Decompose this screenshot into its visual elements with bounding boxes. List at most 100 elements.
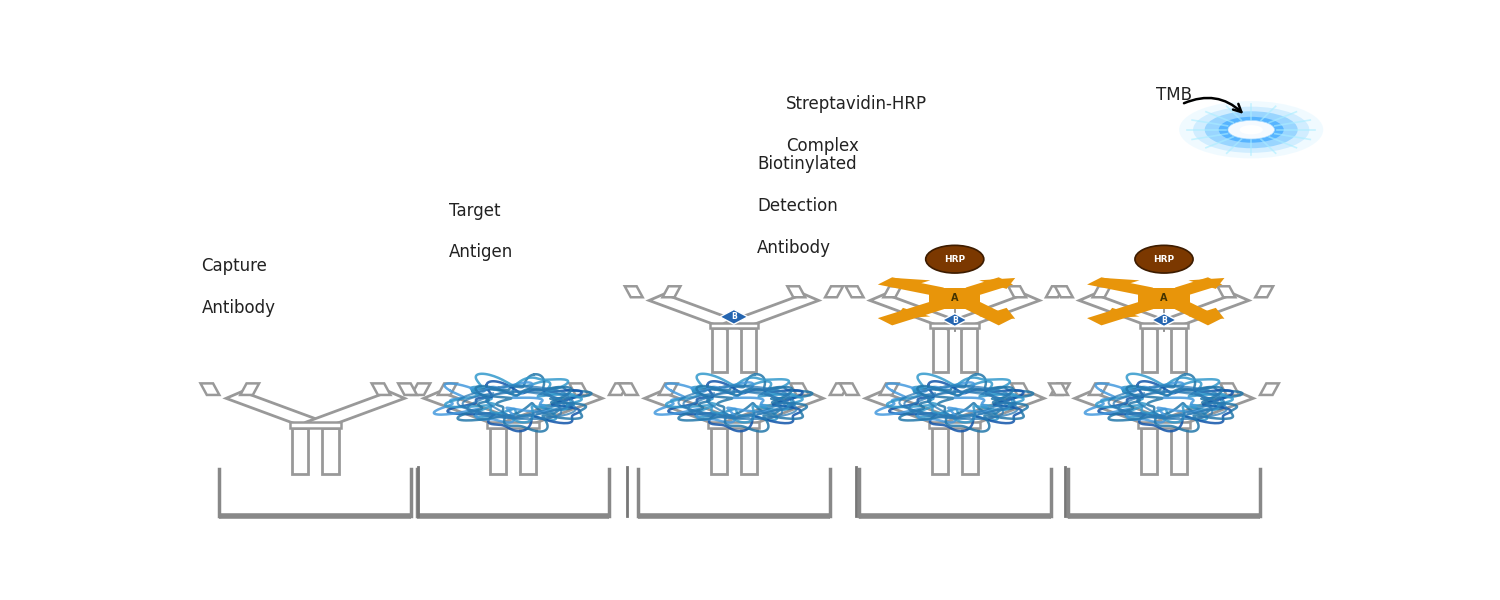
Polygon shape [308,392,405,428]
Polygon shape [438,383,456,395]
Polygon shape [506,392,603,428]
Polygon shape [1088,302,1154,325]
Polygon shape [1138,288,1190,308]
Polygon shape [788,286,806,297]
Polygon shape [609,383,628,395]
Polygon shape [946,294,1040,329]
Polygon shape [1140,428,1156,474]
Polygon shape [423,392,520,428]
Polygon shape [870,294,963,329]
Ellipse shape [926,245,984,273]
Polygon shape [1054,286,1072,297]
Polygon shape [708,422,759,428]
Polygon shape [240,383,260,395]
Polygon shape [790,383,808,395]
Polygon shape [894,308,930,319]
Polygon shape [928,422,981,428]
Polygon shape [980,278,1016,289]
Polygon shape [1104,308,1140,319]
Polygon shape [1092,286,1110,297]
Ellipse shape [1136,245,1192,273]
Polygon shape [1174,302,1222,325]
Polygon shape [1104,278,1140,289]
Polygon shape [879,383,898,395]
Polygon shape [962,328,976,372]
Polygon shape [645,392,742,428]
Polygon shape [1172,428,1188,474]
Polygon shape [942,314,968,326]
Polygon shape [1221,383,1239,395]
Polygon shape [946,392,1044,428]
Circle shape [1192,107,1310,153]
Polygon shape [932,428,948,474]
Text: Complex: Complex [786,137,859,155]
Text: TMB: TMB [1156,86,1192,104]
Polygon shape [1046,286,1064,297]
Polygon shape [1008,286,1026,297]
Text: A: A [951,293,958,304]
Polygon shape [1140,323,1188,328]
Text: Target: Target [448,202,501,220]
Polygon shape [570,383,588,395]
Polygon shape [830,383,849,395]
Polygon shape [928,288,981,308]
Text: HRP: HRP [944,255,966,264]
Polygon shape [840,383,858,395]
Polygon shape [398,383,417,395]
Polygon shape [1218,286,1236,297]
Polygon shape [726,294,819,329]
Polygon shape [726,392,824,428]
Polygon shape [372,383,390,395]
Polygon shape [1074,392,1172,428]
Text: Antibody: Antibody [201,299,276,317]
Polygon shape [966,302,1012,325]
Polygon shape [1152,314,1176,326]
Polygon shape [1048,383,1068,395]
Polygon shape [520,428,537,474]
Polygon shape [980,308,1016,319]
Polygon shape [894,278,930,289]
Polygon shape [411,383,430,395]
Polygon shape [322,428,339,474]
Polygon shape [712,328,728,372]
Polygon shape [201,383,219,395]
Text: A: A [1161,293,1167,304]
Polygon shape [290,422,340,428]
Polygon shape [720,310,748,324]
Polygon shape [1052,383,1070,395]
Circle shape [1204,111,1298,148]
Polygon shape [962,428,978,474]
Polygon shape [884,286,902,297]
Polygon shape [1260,383,1280,395]
Polygon shape [292,428,309,474]
Polygon shape [489,428,506,474]
Polygon shape [846,286,864,297]
Polygon shape [930,323,980,328]
Polygon shape [741,428,758,474]
Polygon shape [226,392,324,428]
Polygon shape [1089,383,1107,395]
Polygon shape [620,383,638,395]
Polygon shape [1156,392,1254,428]
Polygon shape [1256,286,1274,297]
Text: Antibody: Antibody [758,239,831,257]
Polygon shape [1078,294,1172,329]
Text: Antigen: Antigen [448,243,513,261]
Polygon shape [650,294,741,329]
Polygon shape [1142,328,1158,372]
Circle shape [1228,121,1275,139]
Polygon shape [711,428,728,474]
Circle shape [1179,101,1323,158]
Polygon shape [658,383,678,395]
Text: HRP: HRP [1154,255,1174,264]
Polygon shape [1138,422,1190,428]
Polygon shape [1088,277,1154,295]
Polygon shape [1156,294,1250,329]
Text: B: B [952,316,957,325]
Polygon shape [626,286,642,297]
Polygon shape [1011,383,1031,395]
Polygon shape [663,286,681,297]
Text: Detection: Detection [758,197,839,215]
Polygon shape [933,328,948,372]
Circle shape [1218,117,1284,143]
